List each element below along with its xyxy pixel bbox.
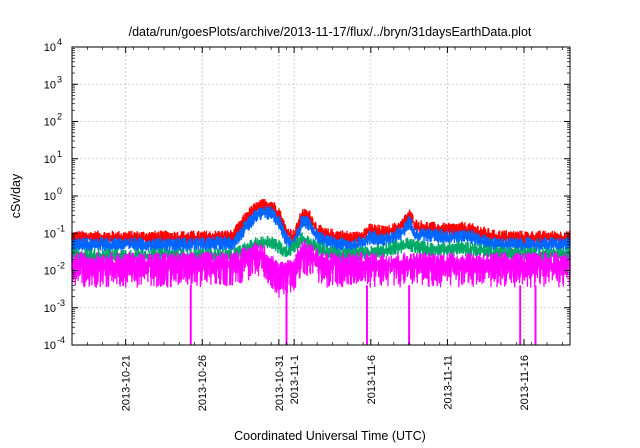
x-tick-label: 2013-11-6	[366, 355, 378, 404]
x-tick-label: 2013-10-21	[121, 355, 133, 411]
y-tick-exponent: -1	[57, 223, 65, 233]
x-tick-label: 2013-11-11	[442, 355, 454, 410]
y-tick-label: 10	[44, 154, 56, 166]
x-axis-label: Coordinated Universal Time (UTC)	[234, 429, 426, 443]
y-tick-exponent: -3	[57, 298, 65, 308]
y-tick-label: 10	[44, 228, 56, 240]
y-tick-label: 10	[44, 266, 56, 278]
chart-title: /data/run/goesPlots/archive/2013-11-17/f…	[129, 25, 532, 39]
x-tick-label: 2013-11-16	[519, 355, 531, 410]
y-tick-exponent: 2	[57, 112, 62, 122]
y-tick-label: 10	[44, 42, 56, 54]
y-tick-exponent: 4	[57, 37, 62, 47]
x-tick-label: 2013-11-1	[289, 355, 301, 404]
y-tick-label: 10	[44, 340, 56, 352]
y-tick-label: 10	[44, 117, 56, 129]
x-tick-label: 2013-10-31	[274, 355, 286, 411]
y-axis-label: cSv/day	[9, 173, 23, 218]
plot-series	[71, 198, 571, 345]
y-tick-exponent: -2	[57, 261, 65, 271]
x-tick-label: 2013-10-26	[197, 355, 209, 411]
series-line	[71, 239, 571, 298]
y-tick-label: 10	[44, 191, 56, 203]
y-tick-label: 10	[44, 79, 56, 91]
grid	[72, 47, 570, 345]
y-tick-exponent: 1	[57, 149, 62, 159]
y-tick-exponent: 3	[57, 74, 62, 84]
y-tick-exponent: 0	[57, 186, 62, 196]
y-tick-exponent: -4	[57, 335, 65, 345]
x-axis: 2013-10-21 2013-10-26 2013-10-31 2013-11-1 2…	[71, 47, 563, 411]
y-tick-label: 10	[44, 303, 56, 315]
